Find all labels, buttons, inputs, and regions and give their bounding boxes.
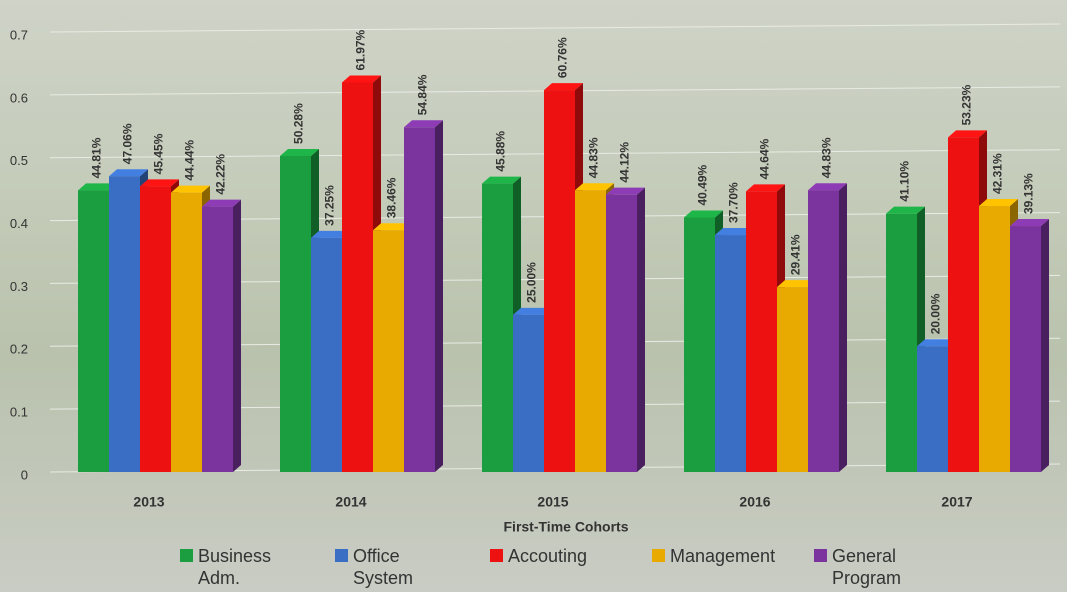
- bar-front: [109, 176, 140, 472]
- bar: [202, 200, 241, 472]
- bar-front: [280, 156, 311, 472]
- legend-item: Accouting: [490, 545, 652, 589]
- bar: [404, 120, 443, 472]
- bar-front: [886, 214, 917, 472]
- bar-front: [715, 235, 746, 472]
- bar-front: [373, 230, 404, 472]
- bar-front: [948, 137, 979, 472]
- bar-front: [606, 195, 637, 472]
- value-label: 37.25%: [323, 185, 337, 226]
- bar-front: [140, 186, 171, 472]
- value-label: 45.88%: [494, 131, 508, 172]
- value-label: 50.28%: [292, 103, 306, 144]
- legend-item: Business Adm.: [180, 545, 335, 589]
- bar: [1010, 219, 1049, 472]
- bar-front: [171, 193, 202, 472]
- legend-label: Management: [670, 545, 810, 567]
- y-tick-label: 0.1: [10, 405, 28, 420]
- legend: Business Adm. Office System Accouting Manag…: [180, 545, 1050, 589]
- y-tick-label: 0.7: [10, 27, 28, 42]
- value-label: 25.00%: [525, 262, 539, 303]
- legend-swatch: [814, 549, 827, 562]
- value-label: 45.45%: [152, 133, 166, 174]
- x-axis-title: First-Time Cohorts: [504, 519, 629, 535]
- bar: [606, 188, 645, 472]
- bar-front: [78, 190, 109, 472]
- legend-item: General Program: [814, 545, 969, 589]
- value-label: 44.83%: [820, 137, 834, 178]
- bar-front: [544, 90, 575, 472]
- value-label: 44.81%: [90, 137, 104, 178]
- value-label: 20.00%: [929, 293, 943, 334]
- bar-front: [575, 190, 606, 472]
- value-label: 29.41%: [789, 234, 803, 275]
- value-label: 60.76%: [556, 37, 570, 78]
- x-tick-label: 2013: [133, 494, 164, 510]
- legend-item: Office System: [335, 545, 490, 589]
- value-label: 41.10%: [898, 161, 912, 202]
- value-label: 47.06%: [121, 123, 135, 164]
- value-label: 39.13%: [1022, 173, 1036, 214]
- y-tick-label: 0: [21, 467, 28, 482]
- value-label: 42.31%: [991, 153, 1005, 194]
- legend-item: Management: [652, 545, 814, 589]
- bar-side: [233, 200, 241, 472]
- bar-side: [839, 183, 847, 472]
- legend-swatch: [180, 549, 193, 562]
- bar-front: [1010, 226, 1041, 472]
- grid-line: [50, 24, 1060, 32]
- legend-label: Business Adm.: [198, 545, 283, 589]
- bar: [808, 183, 847, 472]
- value-label: 61.97%: [354, 29, 368, 70]
- x-tick-label: 2015: [537, 494, 568, 510]
- value-label: 44.83%: [587, 137, 601, 178]
- y-tick-label: 0.6: [10, 90, 28, 105]
- bar-front: [342, 82, 373, 472]
- bar-front: [404, 127, 435, 472]
- x-tick-label: 2014: [335, 494, 366, 510]
- value-label: 53.23%: [960, 84, 974, 125]
- chart-page: First-Time Cohorts 0 0.1 0.2 0.3 0.4 0.5 0.6 0.…: [0, 0, 1067, 592]
- bar-front: [777, 287, 808, 472]
- bar-side: [435, 120, 443, 472]
- bar-front: [979, 206, 1010, 472]
- bar-front: [202, 207, 233, 472]
- y-tick-label: 0.5: [10, 153, 28, 168]
- value-label: 44.12%: [618, 142, 632, 183]
- x-tick-label: 2016: [739, 494, 770, 510]
- legend-swatch: [652, 549, 665, 562]
- legend-label: Accouting: [508, 545, 648, 567]
- value-label: 54.84%: [416, 74, 430, 115]
- chart: First-Time Cohorts 0 0.1 0.2 0.3 0.4 0.5 0.6 0.…: [0, 0, 1067, 592]
- bar-front: [482, 184, 513, 472]
- legend-swatch: [335, 549, 348, 562]
- value-label: 44.64%: [758, 138, 772, 179]
- bar-side: [637, 188, 645, 472]
- bar-front: [746, 191, 777, 472]
- y-tick-label: 0.3: [10, 279, 28, 294]
- bar-front: [513, 315, 544, 472]
- legend-swatch: [490, 549, 503, 562]
- value-label: 37.70%: [727, 182, 741, 223]
- bar-front: [684, 217, 715, 472]
- y-tick-label: 0.2: [10, 342, 28, 357]
- x-tick-label: 2017: [941, 494, 972, 510]
- value-label: 38.46%: [385, 177, 399, 218]
- bar-front: [917, 346, 948, 472]
- bar-front: [311, 238, 342, 472]
- bar-side: [1041, 219, 1049, 472]
- legend-label: Office System: [353, 545, 438, 589]
- value-label: 44.44%: [183, 140, 197, 181]
- y-tick-label: 0.4: [10, 216, 28, 231]
- value-label: 42.22%: [214, 154, 228, 195]
- legend-label: General Program: [832, 545, 917, 589]
- value-label: 40.49%: [696, 164, 710, 205]
- bar-front: [808, 190, 839, 472]
